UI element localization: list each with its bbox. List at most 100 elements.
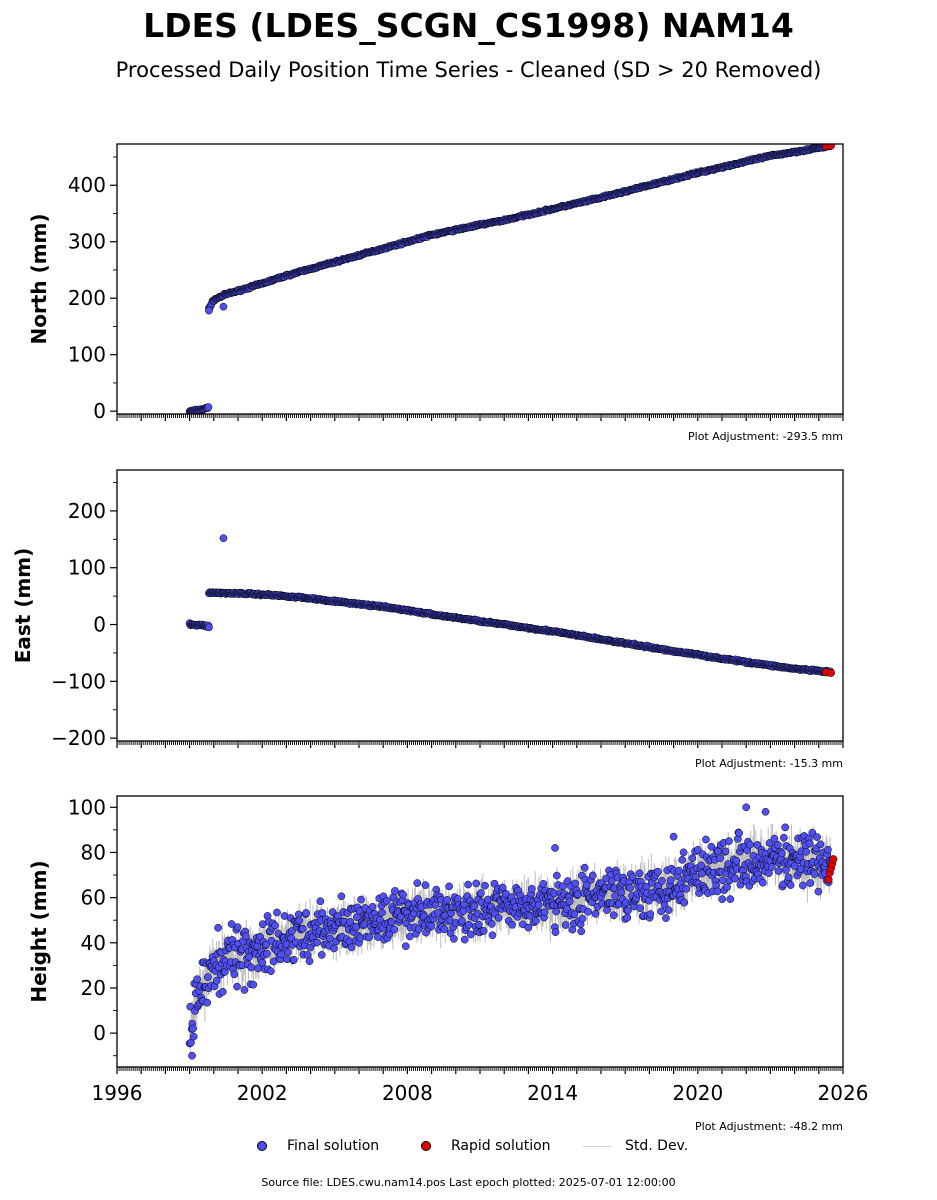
- data-point: [488, 931, 497, 940]
- data-point: [399, 890, 407, 899]
- data-point: [470, 902, 479, 911]
- data-point: [773, 841, 782, 849]
- data-point: [262, 949, 271, 958]
- data-point: [626, 884, 634, 892]
- y-tick-label: 20: [81, 976, 106, 1000]
- panel-1: 0 100 200 300 400 North (mm) Plot Adjustment: …: [27, 143, 844, 443]
- data-point: [318, 909, 327, 917]
- y-tick-label: 0: [93, 399, 106, 423]
- data-point: [688, 854, 697, 863]
- outlier-point: [742, 803, 751, 812]
- data-point: [189, 1032, 198, 1041]
- data-point: [802, 847, 811, 856]
- data-point: [782, 865, 790, 874]
- data-point: [571, 879, 580, 888]
- data-point: [611, 892, 619, 900]
- legend-label-std: Std. Dev.: [625, 1138, 689, 1154]
- page-subtitle: Processed Daily Position Time Series - C…: [115, 58, 822, 82]
- y-tick-label: 0: [93, 1021, 106, 1045]
- data-point: [674, 866, 683, 875]
- data-point: [635, 869, 644, 878]
- data-point: [421, 881, 430, 889]
- data-point: [365, 933, 374, 942]
- x-tick-label: 1996: [92, 1081, 143, 1105]
- data-point: [540, 908, 549, 916]
- final-solution-points: [185, 144, 835, 414]
- data-point: [784, 873, 793, 882]
- data-point: [731, 874, 739, 883]
- data-point: [249, 980, 258, 989]
- legend-item-std: Std. Dev.: [583, 1138, 688, 1154]
- y-tick-label: 40: [81, 931, 106, 955]
- data-point: [440, 925, 449, 934]
- outlier-point: [669, 832, 678, 841]
- plot-area: [185, 803, 838, 1060]
- rapid-solution-points: [822, 668, 835, 677]
- x-minor-ticks: [116, 414, 844, 421]
- final-solution-points: [185, 803, 835, 1060]
- data-point: [552, 907, 561, 916]
- data-point: [298, 924, 307, 933]
- data-point: [816, 840, 825, 849]
- final-solution-points: [185, 534, 835, 677]
- data-point: [824, 845, 832, 854]
- axes-frame: [116, 143, 844, 415]
- data-point: [527, 884, 536, 893]
- x-minor-ticks: [116, 741, 844, 748]
- y-tick-label: 200: [68, 499, 106, 523]
- data-point: [774, 867, 783, 875]
- legend-item-final: Final solution: [257, 1138, 379, 1154]
- data-point: [609, 911, 618, 920]
- data-point: [245, 952, 254, 961]
- y-tick-label: 200: [68, 286, 106, 310]
- rapid-point: [826, 668, 835, 677]
- data-point: [580, 863, 589, 872]
- y-tick-label: 60: [81, 886, 106, 910]
- data-point: [477, 889, 485, 897]
- x-tick-label: 2014: [527, 1081, 578, 1105]
- data-point: [719, 876, 727, 885]
- data-point: [258, 958, 266, 967]
- data-point: [697, 861, 706, 870]
- y-axis-label: East (mm): [11, 548, 35, 664]
- data-point: [458, 916, 466, 925]
- data-point: [553, 871, 561, 880]
- y-ticks: 0 100 200 300 400: [68, 156, 117, 423]
- data-point: [664, 906, 673, 915]
- data-point: [302, 909, 310, 917]
- data-point: [387, 918, 396, 926]
- data-point: [326, 934, 334, 943]
- data-point: [721, 847, 730, 856]
- data-point: [735, 829, 743, 837]
- x-minor-ticks: [116, 1067, 844, 1074]
- outlier-point: [761, 807, 770, 816]
- data-point: [464, 880, 472, 889]
- data-point: [212, 976, 221, 985]
- data-point: [726, 895, 735, 903]
- data-point: [508, 920, 516, 929]
- y-tick-label: 100: [68, 795, 106, 819]
- data-point: [786, 881, 795, 889]
- data-point: [682, 884, 691, 893]
- data-point: [203, 998, 212, 1007]
- data-point: [559, 882, 567, 891]
- data-point: [578, 914, 587, 923]
- legend-item-rapid: Rapid solution: [421, 1138, 551, 1154]
- y-tick-label: 100: [68, 343, 106, 367]
- data-point: [770, 834, 779, 843]
- data-point: [391, 887, 399, 895]
- plot-adjustment-label: Plot Adjustment: -15.3 mm: [695, 757, 843, 770]
- data-point: [588, 871, 597, 880]
- data-point: [368, 902, 377, 911]
- data-point: [204, 403, 213, 411]
- y-tick-label: −200: [51, 726, 106, 750]
- rapid-point: [829, 855, 838, 864]
- rapid-solution-points: [822, 144, 835, 151]
- rapid-point: [824, 875, 833, 884]
- data-point: [227, 920, 236, 928]
- data-point: [814, 887, 823, 896]
- outlier-point: [219, 534, 228, 543]
- data-point: [716, 854, 725, 863]
- data-point: [390, 925, 399, 934]
- data-point: [551, 928, 560, 937]
